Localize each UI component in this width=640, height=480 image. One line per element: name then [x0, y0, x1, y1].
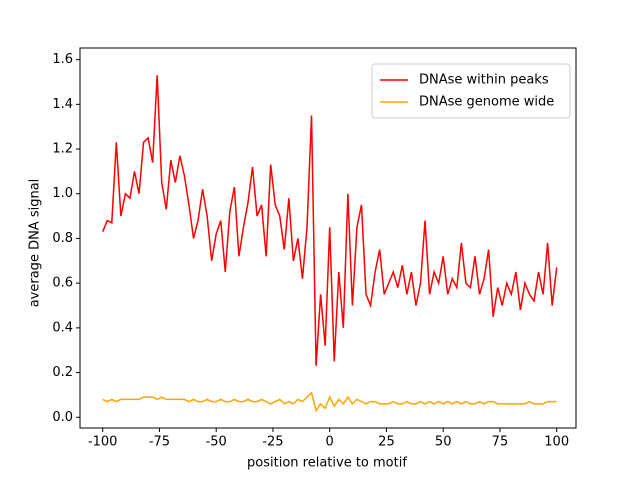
y-axis-label: average DNA signal — [28, 179, 43, 308]
y-tick-label: 0.8 — [52, 231, 73, 246]
y-tick-label: 1.2 — [52, 142, 73, 157]
legend-box — [371, 63, 571, 119]
x-tick-label: 0 — [326, 435, 334, 450]
x-axis-label: position relative to motif — [247, 456, 407, 471]
y-tick-label: 0.2 — [52, 365, 73, 380]
x-tick-label: -25 — [262, 435, 283, 450]
x-tick-label: -100 — [88, 435, 118, 450]
y-tick-label: 1.6 — [52, 52, 73, 67]
y-tick-label: 0.0 — [52, 410, 73, 425]
x-tick-label: -50 — [206, 435, 227, 450]
legend: DNAse within peaks DNAse genome wide — [371, 63, 571, 119]
y-tick-label: 1.0 — [52, 186, 73, 201]
x-tick-label: -75 — [149, 435, 170, 450]
y-tick-label: 0.6 — [52, 276, 73, 291]
x-tick-label: 25 — [378, 435, 395, 450]
plot-frame — [79, 47, 577, 429]
legend-label: DNAse genome wide — [419, 95, 554, 110]
y-tick-label: 0.4 — [52, 320, 73, 335]
x-tick-label: 50 — [435, 435, 452, 450]
y-tick-label: 1.4 — [52, 97, 73, 112]
series-line — [102, 75, 558, 366]
x-tick-label: 100 — [544, 435, 569, 450]
series-line — [102, 391, 557, 413]
legend-label: DNAse within peaks — [419, 73, 549, 88]
x-tick-label: 75 — [492, 435, 509, 450]
